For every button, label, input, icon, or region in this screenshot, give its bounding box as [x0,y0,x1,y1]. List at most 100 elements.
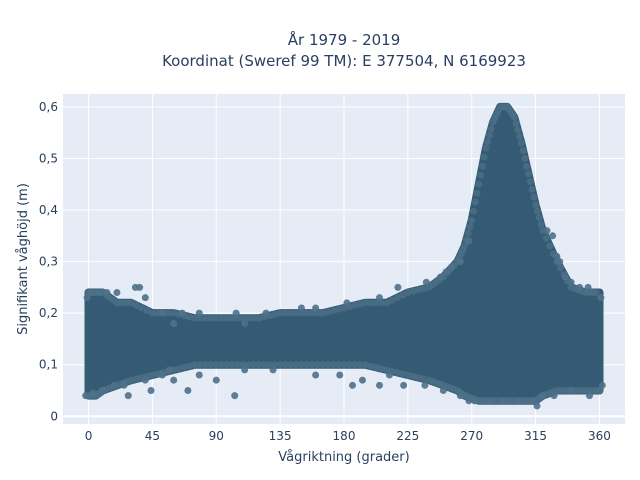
scatter-point [533,207,541,215]
scatter-point [113,289,121,297]
scatter-point [448,263,456,271]
scatter-point [265,361,273,369]
scatter-point [535,214,543,222]
x-tick-label: 360 [588,429,611,443]
scatter-point [420,375,428,383]
scatter-point [127,299,135,307]
x-tick-label: 135 [269,429,292,443]
y-tick-label: 0 [50,409,58,423]
scatter-point [480,153,488,161]
scatter-point [260,361,268,369]
scatter-point [543,227,551,235]
scatter-point [231,392,239,400]
scatter-point [528,185,536,193]
scatter-point [471,397,479,405]
scatter-point [526,178,534,186]
scatter-point [529,397,537,405]
scatter-point [512,120,520,128]
scatter-point [367,362,375,370]
scatter-point [191,314,199,322]
x-tick-labels: 0 45 90 135 180 225 270 315 360 [85,429,611,443]
scatter-point [409,287,417,295]
scatter-point [96,289,104,297]
scatter-point [297,304,305,312]
scatter-point [207,314,215,322]
scatter-point [576,283,584,291]
scatter-point [471,198,479,206]
scatter-point [262,309,270,317]
scatter-point [361,299,369,307]
scatter-point [269,366,277,374]
scatter-point [335,361,343,369]
scatter-point [556,264,564,272]
x-tick-label: 180 [333,429,356,443]
scatter-point [228,314,236,322]
scatter-point [372,363,380,371]
scatter-point [202,314,210,322]
scatter-point [148,371,156,379]
x-tick-label: 0 [85,429,93,443]
scatter-point [595,386,603,394]
scatter-point [383,366,391,374]
x-tick-label: 90 [209,429,224,443]
scatter-point [514,126,522,134]
scatter-point [287,309,295,317]
scatter-point [484,138,492,146]
scatter-point [212,361,220,369]
scatter-point [329,361,337,369]
scatter-point [375,294,383,302]
scatter-point [461,242,469,250]
y-tick-label: 0,4 [39,203,58,217]
scatter-point [241,319,249,327]
scatter-point [361,361,369,369]
scatter-point [343,299,351,307]
scatter-point [141,294,149,302]
y-tick-label: 0,5 [39,151,58,165]
scatter-point [533,402,541,410]
scatter-point [478,162,486,170]
scatter-point [241,366,249,374]
scatter-point [586,392,594,400]
scatter-point [196,361,204,369]
scatter-points [82,103,606,410]
scatter-point [212,314,220,322]
scatter-point [519,147,527,155]
scatter-point [567,278,575,286]
scatter-point [335,305,343,313]
scatter-point [82,392,90,400]
scatter-point [164,309,172,317]
scatter-point [195,371,203,379]
scatter-point [223,361,231,369]
scatter-point [404,371,412,379]
scatter-point [244,361,252,369]
scatter-point [218,314,226,322]
scatter-point [598,381,606,389]
scatter-point [184,386,192,394]
scatter-point [148,309,156,317]
scatter-point [515,397,523,405]
scatter-point [393,294,401,302]
scatter-point [532,201,540,209]
scatter-point [165,366,173,374]
scatter-point [561,273,569,281]
scatter-point [439,386,447,394]
scatter-point [340,361,348,369]
scatter-point [218,361,226,369]
scatter-point [477,171,485,179]
scatter-point [132,375,140,383]
y-axis-title: Signifikant våghöjd (m) [16,183,31,335]
scatter-point [147,386,155,394]
scatter-point [465,237,473,245]
scatter-point [546,242,554,250]
chart-title-line1: År 1979 - 2019 [288,30,401,49]
scatter-point [234,361,242,369]
x-tick-label: 270 [460,429,483,443]
scatter-point [87,289,95,297]
scatter-point [158,371,166,379]
scatter-point [400,381,408,389]
scatter-point [89,389,97,397]
scatter-point [136,283,144,291]
scatter-point [487,125,495,133]
y-tick-label: 0,1 [39,358,58,372]
